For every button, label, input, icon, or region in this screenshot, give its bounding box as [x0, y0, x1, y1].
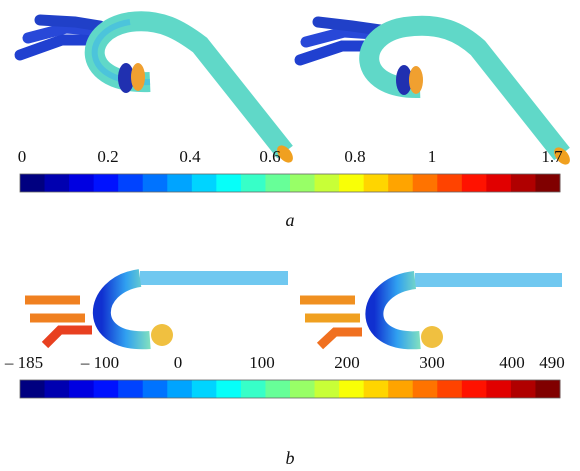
colorbar-segment: [314, 380, 340, 398]
colorbar-segment: [412, 380, 438, 398]
colorbar-segment: [437, 380, 463, 398]
colorbar-segment: [363, 174, 389, 192]
colorbar-segment: [93, 380, 119, 398]
colorbar-tick-label: 0.6: [259, 147, 280, 166]
colorbar-tick-label: – 100: [80, 353, 119, 372]
colorbar-segment: [118, 380, 144, 398]
colorbar-tick-label: 490: [539, 353, 565, 372]
colorbar-segment: [437, 174, 463, 192]
colorbar-tick-label: 0.8: [344, 147, 365, 166]
colorbar-segment: [20, 174, 46, 192]
colorbar-segment: [265, 174, 291, 192]
colorbar-segment: [44, 380, 70, 398]
colorbar-tick-label: 300: [419, 353, 445, 372]
colorbar-tick-label: 0: [174, 353, 183, 372]
colorbar-segment: [142, 174, 168, 192]
colorbar-segment: [290, 174, 316, 192]
colorbar-segment: [118, 174, 144, 192]
colorbar-segment: [339, 174, 365, 192]
render-a-right: [294, 15, 570, 165]
colorbar-segment: [412, 174, 438, 192]
colorbar-segment: [265, 380, 291, 398]
colorbar-segment: [44, 174, 70, 192]
colorbar-segment: [388, 174, 414, 192]
colorbar-segment: [69, 174, 95, 192]
colorbar-tick-label: 1.7: [541, 147, 563, 166]
colorbar-tick-label: 1: [428, 147, 437, 166]
colorbar-segment: [339, 380, 365, 398]
colorbar-segment: [461, 174, 487, 192]
colorbar-segment: [461, 380, 487, 398]
colorbar-tick-label: 0.2: [97, 147, 118, 166]
colorbar-segment: [314, 174, 340, 192]
colorbar-segment: [535, 174, 561, 192]
colorbar-segment: [191, 174, 217, 192]
colorbar-segment: [388, 380, 414, 398]
panel-label: b: [286, 448, 295, 468]
colorbar-tick-label: 0.4: [179, 147, 201, 166]
colorbar-segment: [216, 174, 242, 192]
colorbar-tick-label: 0: [18, 147, 27, 166]
colorbar-tick-label: 400: [499, 353, 525, 372]
colorbar-segment: [486, 174, 512, 192]
colorbar-segment: [20, 380, 46, 398]
colorbar-tick-label: 200: [334, 353, 360, 372]
colorbar-segment: [142, 380, 168, 398]
colorbar-segment: [240, 174, 266, 192]
colorbar-frame: [19, 379, 561, 399]
colorbar-segment: [510, 380, 536, 398]
colorbar-segment: [191, 380, 217, 398]
colorbar-segment: [167, 174, 193, 192]
colorbar-segment: [93, 174, 119, 192]
colorbar-segment: [167, 380, 193, 398]
colorbar-segment: [486, 380, 512, 398]
colorbar-segment: [240, 380, 266, 398]
colorbar-segment: [290, 380, 316, 398]
render-b-left: [25, 269, 288, 350]
colorbar-tick-label: – 185: [4, 353, 43, 372]
colorbar-tick-label: 100: [249, 353, 275, 372]
render-a-left: [14, 11, 293, 163]
colorbar-segment: [69, 380, 95, 398]
colorbar-segment: [216, 380, 242, 398]
colorbar-segment: [510, 174, 536, 192]
render-b-right: [300, 271, 562, 350]
colorbar-segment: [535, 380, 561, 398]
colorbar-segment: [363, 380, 389, 398]
panel-label: a: [286, 210, 295, 230]
colorbar-frame: [19, 173, 561, 193]
